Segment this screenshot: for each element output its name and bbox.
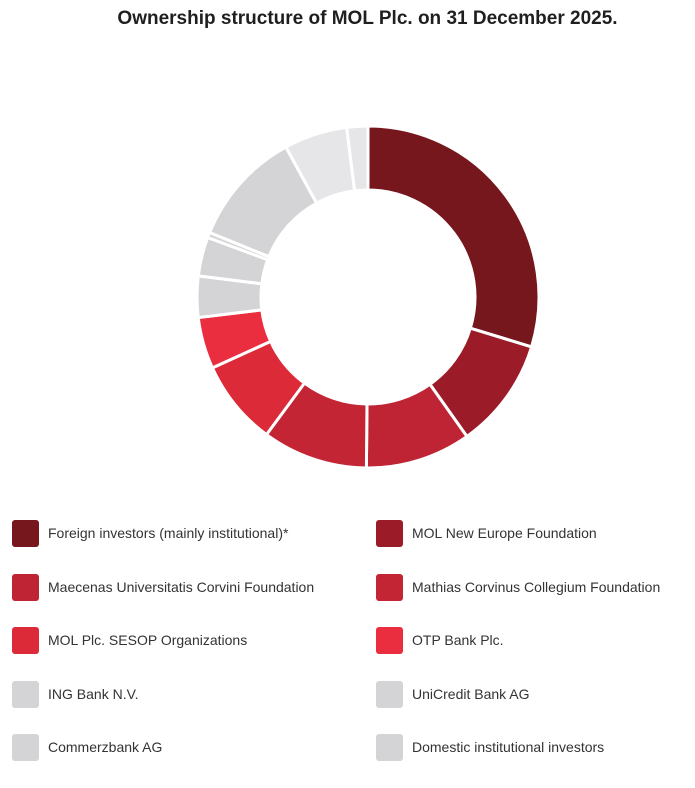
legend-label: OTP Bank Plc. (412, 632, 504, 648)
legend-label: ING Bank N.V. (48, 685, 139, 702)
chart-title: Ownership structure of MOL Plc. on 31 De… (117, 8, 618, 29)
legend-item: Maecenas Universitatis Corvini Foundatio… (12, 573, 376, 628)
legend-item: ING Bank N.V. (12, 680, 376, 735)
legend-item: Foreign investors (mainly institutional)… (12, 520, 376, 574)
chart-legend: Foreign investors (mainly institutional)… (12, 520, 692, 788)
legend-item: UniCredit Bank AG (376, 680, 676, 735)
legend-label: MOL New Europe Foundation (412, 525, 597, 541)
legend-swatch (376, 520, 403, 547)
legend-swatch (376, 573, 403, 601)
legend-item: Mathias Corvinus Collegium Foundation (376, 573, 676, 628)
legend-label: Maecenas Universitatis Corvini Foundatio… (48, 578, 315, 595)
legend-label: Domestic institutional investors (412, 739, 605, 755)
legend-item: MOL Plc. SESOP Organizations (12, 627, 376, 681)
legend-swatch (376, 680, 403, 708)
donut-slice-11 (344, 124, 370, 193)
legend-swatch (12, 680, 39, 708)
donut-chart (195, 124, 541, 470)
legend-swatch (12, 520, 39, 547)
legend-label: Foreign investors (mainly institutional)… (48, 525, 289, 541)
legend-item: Domestic institutional investors (376, 734, 676, 788)
legend-label: Mathias Corvinus Collegium Foundation (412, 578, 661, 595)
legend-label: UniCredit Bank AG (412, 685, 530, 702)
legend-label: Commerzbank AG (48, 739, 163, 755)
legend-swatch (12, 573, 39, 601)
legend-item: Commerzbank AG (12, 734, 376, 788)
legend-label: MOL Plc. SESOP Organizations (48, 632, 248, 648)
legend-swatch (376, 734, 403, 761)
legend-swatch (12, 627, 39, 654)
legend-item: MOL New Europe Foundation (376, 520, 676, 574)
legend-item: OTP Bank Plc. (376, 627, 676, 681)
legend-swatch (12, 734, 39, 761)
legend-swatch (376, 627, 403, 654)
donut-slice-0 (366, 124, 541, 349)
